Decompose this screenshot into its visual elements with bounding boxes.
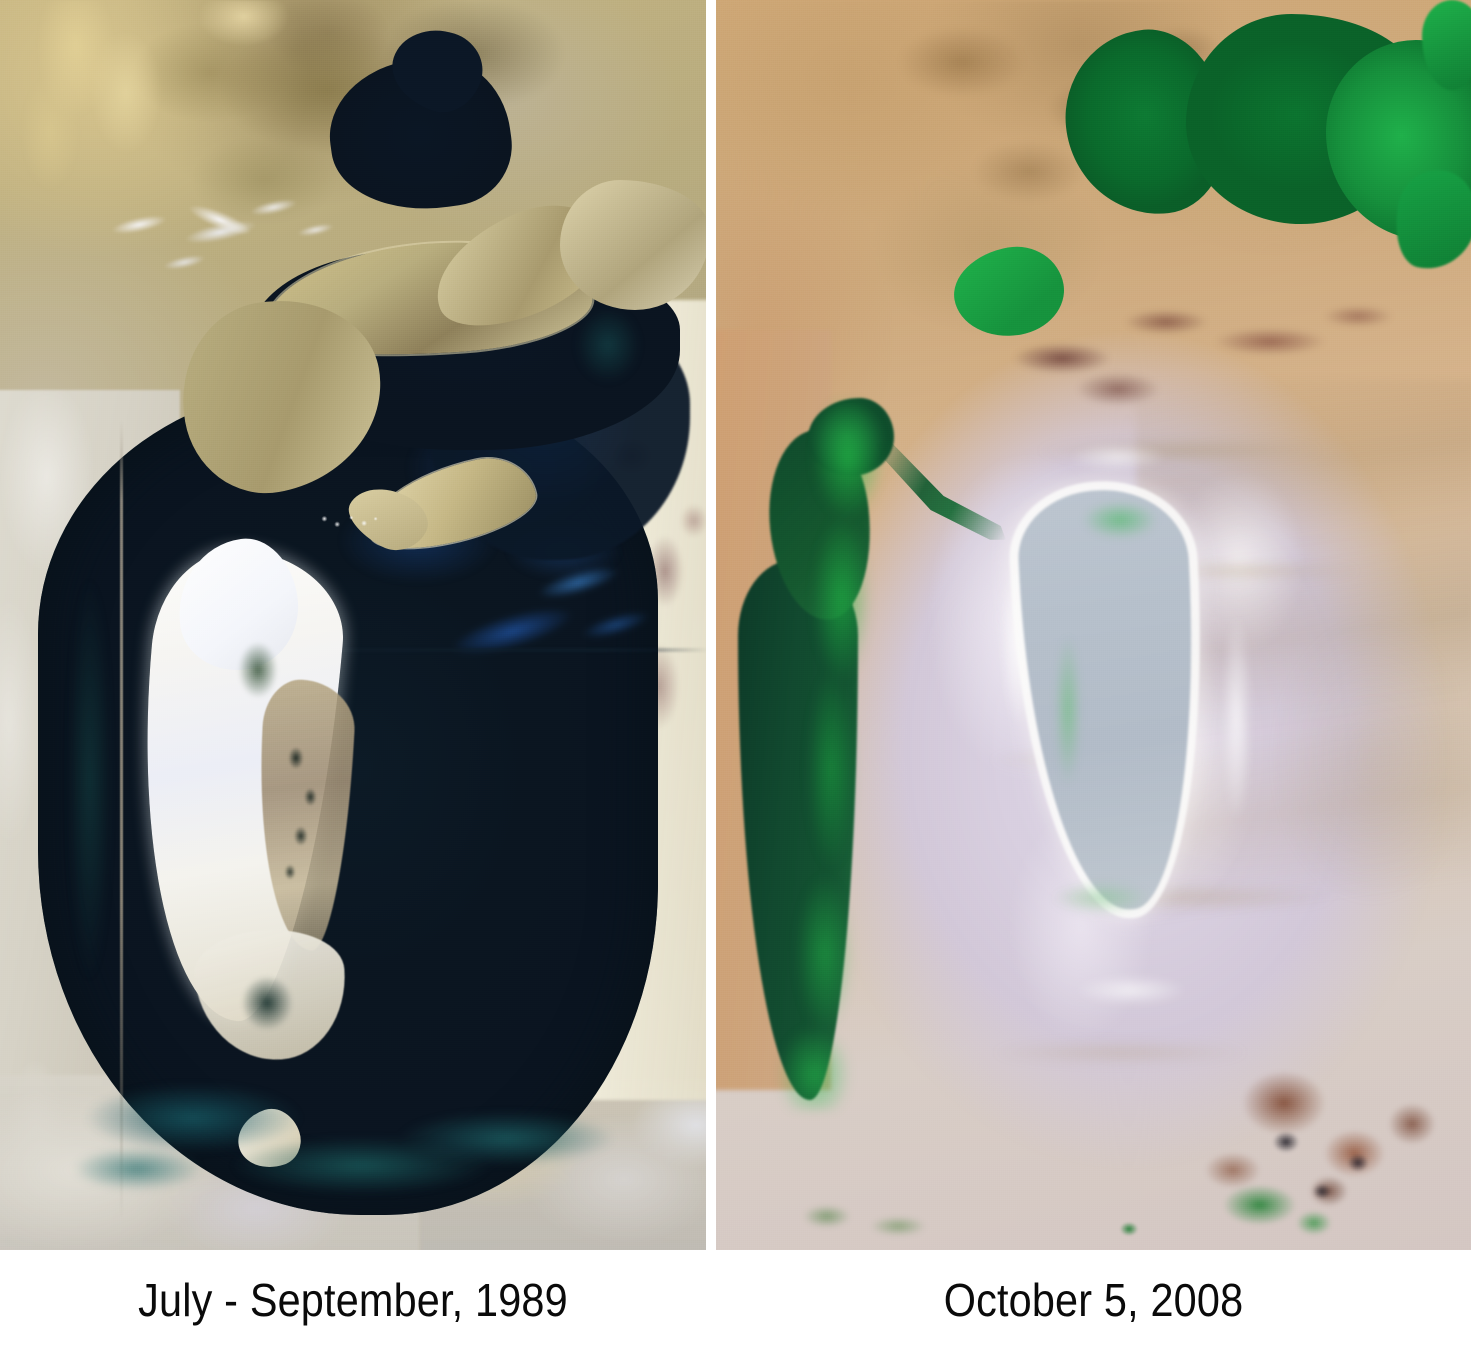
caption-2008: October 5, 2008: [943, 1273, 1244, 1326]
west-shore-shallow-water: [40, 470, 130, 1090]
small-green-dot: [1114, 1218, 1144, 1240]
dried-channel-brown-marks: [1006, 280, 1406, 420]
satellite-panel-2008[interactable]: [716, 0, 1471, 1250]
southeast-green-patch: [1186, 1160, 1346, 1250]
panel-1989-image: [0, 0, 706, 1250]
caption-row: July - September, 1989 October 5, 2008: [0, 1250, 1471, 1349]
satellite-panel-1989[interactable]: [0, 0, 706, 1250]
northeast-peninsula: [560, 180, 706, 310]
remnant-pool-algae: [1046, 600, 1090, 820]
mosaic-scene-seam: [180, 648, 706, 652]
remnant-pool-algae-north: [1068, 480, 1198, 560]
caption-1989: July - September, 1989: [138, 1273, 568, 1326]
west-lobe-algae-bloom: [736, 400, 906, 1110]
vozrozhdeniya-south-dark: [224, 955, 320, 1051]
small-islets: [318, 510, 382, 532]
remnant-pool-algae-south: [1016, 870, 1186, 940]
vozrozhdeniya-lagoons: [272, 740, 332, 890]
panel-row: [0, 0, 1471, 1250]
south-shore-shallow-water: [70, 1050, 630, 1220]
panel-2008-image: [716, 0, 1471, 1250]
southwest-green-patches: [786, 1180, 956, 1250]
